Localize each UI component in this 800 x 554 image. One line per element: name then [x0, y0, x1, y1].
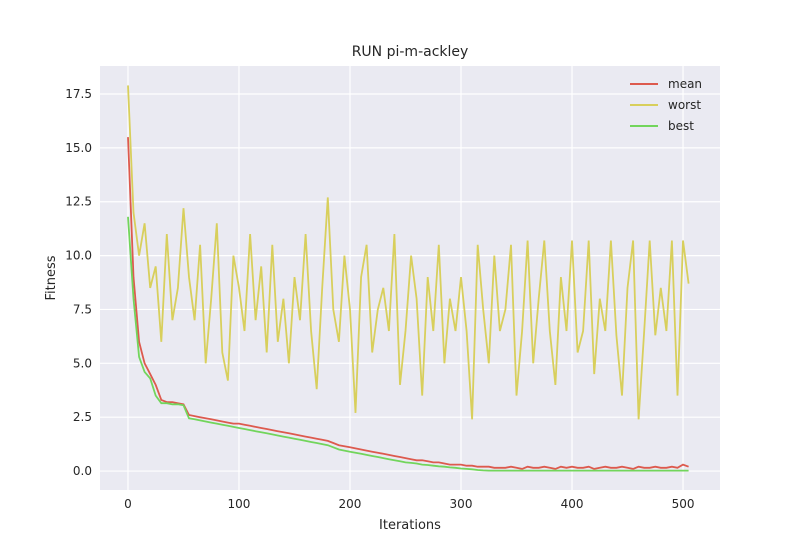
y-tick-label: 0.0 [73, 464, 92, 478]
x-tick-label: 500 [672, 497, 695, 511]
y-tick-label: 2.5 [73, 410, 92, 424]
y-tick-label: 5.0 [73, 356, 92, 370]
x-tick-label: 200 [339, 497, 362, 511]
line-series [127, 85, 690, 420]
y-tick-label: 15.0 [65, 141, 92, 155]
y-tick-label: 10.0 [65, 249, 92, 263]
y-tick-label: 17.5 [65, 87, 92, 101]
chart-title: RUN pi-m-ackley [352, 44, 469, 60]
y-tick-label: 7.5 [73, 302, 92, 316]
legend-label: worst [668, 98, 701, 112]
y-tick-label: 12.5 [65, 195, 92, 209]
x-tick-label: 300 [450, 497, 473, 511]
x-axis-label: Iterations [379, 518, 441, 533]
x-tick-label: 400 [561, 497, 584, 511]
x-tick-label: 100 [228, 497, 251, 511]
legend-label: mean [668, 77, 702, 91]
legend-label: best [668, 119, 694, 133]
line-series [127, 216, 689, 472]
x-tick-label: 0 [124, 497, 132, 511]
y-axis-label: Fitness [44, 255, 59, 300]
line-series [127, 137, 689, 470]
